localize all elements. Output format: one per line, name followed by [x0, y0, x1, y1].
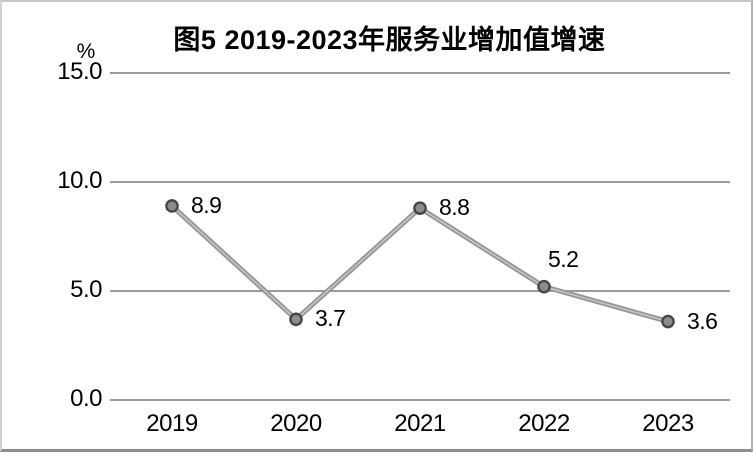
data-label-2020: 3.7 — [315, 305, 346, 332]
x-tick-label-2020: 2020 — [270, 410, 322, 437]
y-tick-label-0.0: 0.0 — [70, 384, 102, 412]
data-label-2022: 5.2 — [548, 245, 579, 272]
data-label-2019: 8.9 — [191, 191, 222, 218]
data-point-2023 — [661, 314, 675, 329]
data-point-2021 — [413, 201, 427, 215]
data-label-2021: 8.8 — [439, 194, 470, 221]
series-line-highlight — [171, 205, 669, 323]
series-line — [169, 203, 671, 325]
data-label-2023: 3.6 — [687, 307, 718, 334]
x-tick-label-2019: 2019 — [146, 410, 198, 437]
y-tick-label-5.0: 5.0 — [70, 275, 102, 303]
y-axis-unit-label: % — [76, 40, 96, 63]
data-point-2022 — [537, 279, 551, 294]
x-tick-label-2021: 2021 — [394, 410, 446, 437]
chart-title: 图5 2019-2023年服务业增加值增速 — [173, 25, 606, 55]
x-tick-label-2023: 2023 — [642, 410, 694, 437]
y-tick-label-15.0: 15.0 — [57, 57, 102, 85]
x-tick-label-2022: 2022 — [518, 410, 570, 437]
data-point-2020 — [289, 312, 303, 327]
y-tick-label-10.0: 10.0 — [57, 166, 102, 194]
data-point-2019 — [165, 199, 179, 213]
